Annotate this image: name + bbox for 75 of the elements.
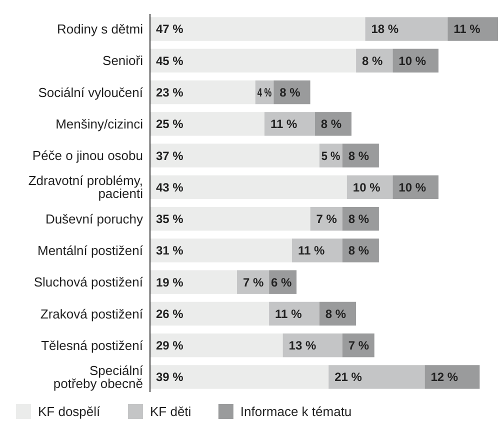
data-label: 35 % [156,212,184,226]
bar [150,365,329,389]
data-label: 11 % [298,244,325,258]
bar [150,270,237,294]
data-label: 5 % [321,148,342,163]
data-label: 11 % [275,306,302,321]
data-label: 12 % [430,370,458,384]
data-label: 6 % [271,275,292,290]
data-label: 8 % [348,212,370,226]
data-label: 18 % [371,22,399,36]
legend-label: KF dospělí [38,404,101,420]
bar [150,206,310,231]
data-label: 8 % [362,54,384,68]
data-label: 23 % [156,85,184,100]
y-tick-label: Menšiny/cizinci [56,116,144,132]
data-label: 21 % [334,370,362,384]
data-label: 31 % [156,244,184,258]
y-tick-label: Sociální vyloučení [38,84,144,100]
data-label: 45 % [156,54,184,68]
data-label: 10 % [398,180,426,194]
y-tick-label: Duševní poruchy [45,211,144,226]
data-label: 8 % [280,85,301,100]
bar [150,48,356,73]
data-label: 7 % [316,212,338,226]
data-label: 39 % [156,370,184,384]
y-tick-label: Péče o jinou osobu [32,148,143,164]
bar [150,17,366,41]
data-label: 8 % [320,117,342,132]
bar [150,333,283,358]
bar [342,238,379,262]
bar [292,238,342,262]
bar [150,238,292,262]
bar [264,112,315,136]
bar [365,17,448,41]
y-tick-label: Zdravotní problémy, pacienti [28,173,144,202]
data-label: 43 % [156,180,184,194]
y-tick-label: Senioři [102,53,144,68]
bar [314,112,352,136]
bar [448,17,498,41]
data-label: 7 % [348,338,370,353]
data-label: 37 % [156,148,184,163]
y-tick-label: Sluchová postižení [34,274,144,290]
bar [424,365,480,389]
data-label: 25 % [156,117,184,132]
data-label: 10 % [398,54,426,68]
data-label: 11 % [270,117,298,132]
data-label: 47 % [156,22,184,36]
bar [328,365,425,389]
data-label: 19 % [156,275,184,290]
bar [282,333,342,358]
data-label: 4 % [257,85,278,100]
data-label: 11 % [454,22,481,36]
bar [150,112,264,136]
legend-label: Informace k tématu [240,404,352,420]
data-label: 10 % [352,180,381,194]
y-tick-label: Rodiny s dětmi [57,22,144,37]
data-label: 8 % [348,244,370,258]
bar [269,302,320,326]
bar [150,80,256,104]
data-label: 7 % [243,275,264,290]
bar [150,175,347,200]
y-tick-label: Speciální potřeby obecně [53,363,144,392]
y-tick-label: Mentální postižení [37,243,144,258]
bar [150,144,320,168]
bar [237,270,270,294]
bar [150,302,270,326]
legend-label: KF děti [150,404,192,420]
bar [342,144,379,168]
data-label: 8 % [348,148,370,163]
data-label: 13 % [288,338,316,353]
y-tick-label: Tělesná postižení [41,338,144,353]
data-label: 29 % [156,338,184,353]
data-label: 26 % [156,306,184,321]
y-tick-label: Zraková postižení [40,306,144,322]
data-label: 8 % [325,306,346,321]
